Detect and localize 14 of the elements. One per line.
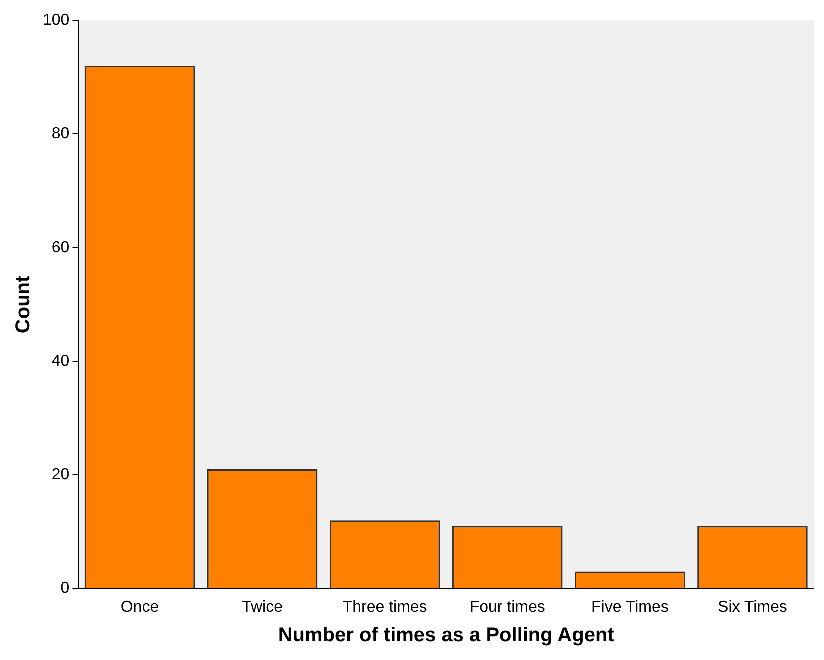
y-tick-label: 20 — [52, 466, 70, 484]
x-tick-label: Three times — [342, 598, 428, 616]
y-tick-label: 100 — [42, 12, 70, 30]
y-tick-label: 0 — [60, 580, 70, 598]
y-axis-title: Count — [12, 275, 35, 334]
y-tick-label: 60 — [52, 239, 70, 256]
x-tick-label: Six Times — [718, 598, 788, 616]
x-tick-label: Five Times — [592, 598, 669, 616]
y-tick-label: 40 — [52, 352, 70, 370]
x-tick-label: Once — [120, 598, 160, 616]
y-tick-label: 80 — [52, 126, 70, 143]
x-tick-label: Four times — [470, 598, 546, 616]
x-tick-label: Twice — [242, 598, 284, 616]
x-axis-title: Number of times as a Polling Agent — [278, 624, 615, 647]
